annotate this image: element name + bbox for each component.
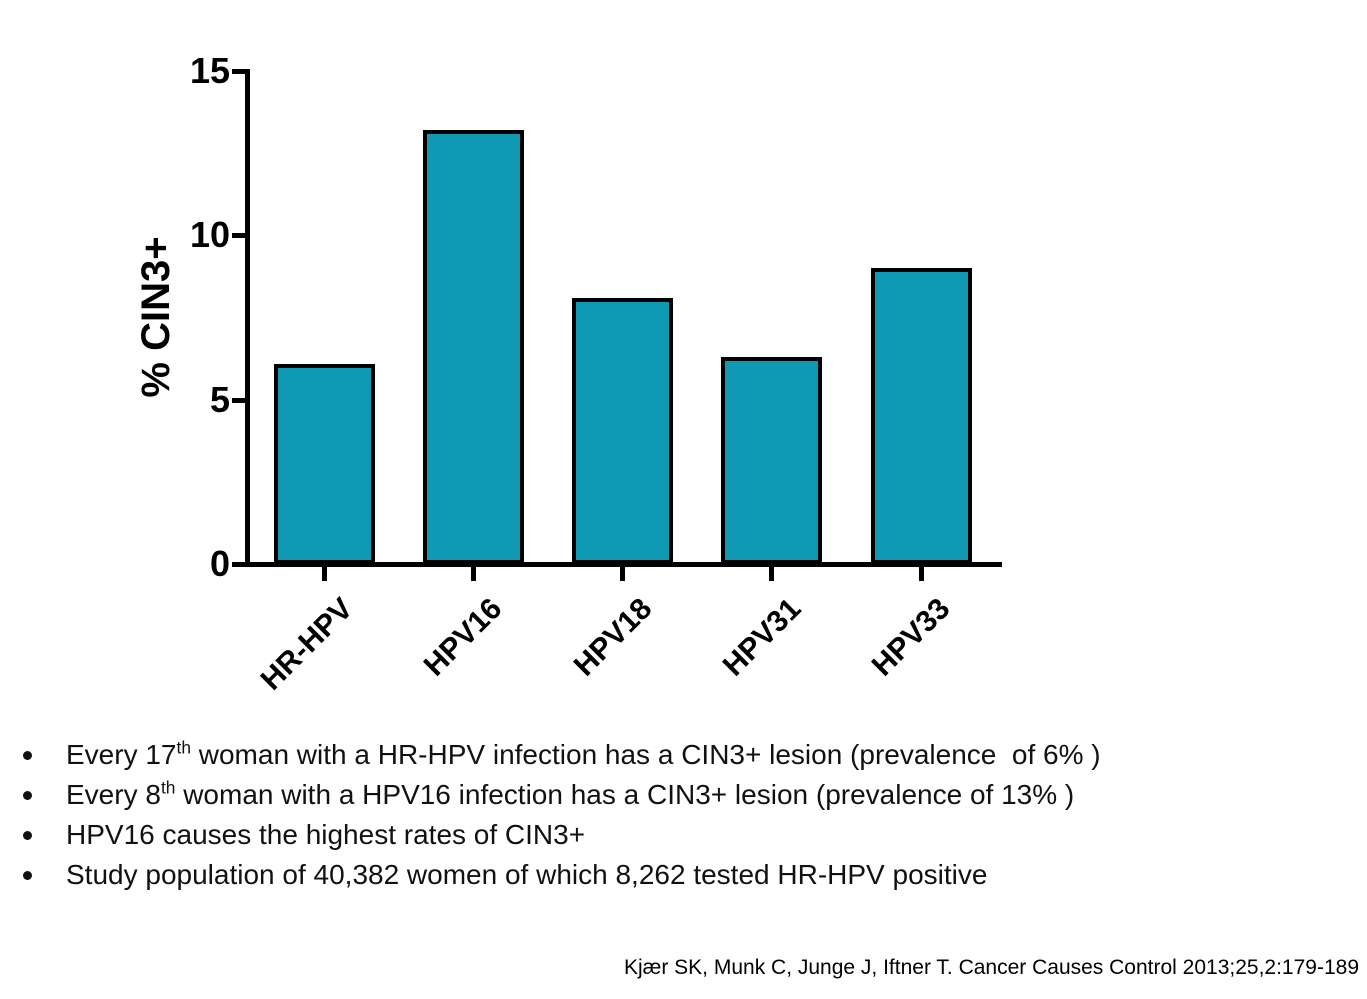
- x-axis-tick: [769, 567, 775, 581]
- bullet-list: Every 17th woman with a HR-HPV infection…: [20, 735, 1101, 895]
- bullet-superscript: th: [160, 777, 176, 798]
- bullet-text: HPV16 causes the highest rates of CIN3+: [66, 819, 585, 850]
- x-axis-tick: [470, 567, 476, 581]
- y-axis-tick: [232, 562, 248, 567]
- bullet-item: Study population of 40,382 women of whic…: [20, 855, 1101, 895]
- bullet-item: HPV16 causes the highest rates of CIN3+: [20, 815, 1101, 855]
- y-tick-label: 15: [189, 50, 230, 91]
- y-tick-label: 10: [189, 214, 230, 256]
- x-axis-tick: [321, 567, 327, 581]
- bullet-item: Every 8th woman with a HPV16 infection h…: [20, 775, 1101, 815]
- y-axis-line: [245, 69, 250, 567]
- bullet-text-segment: HPV16 causes the highest rates of CIN3+: [66, 819, 586, 850]
- bullet-dot: [23, 791, 32, 800]
- bar-HPV33: [870, 268, 972, 564]
- bullet-dot: [23, 751, 32, 760]
- bullet-item: Every 17th woman with a HR-HPV infection…: [20, 735, 1101, 775]
- bullet-text-segment: woman with a HPV16 infection has a CIN3+…: [175, 779, 1075, 810]
- bullet-text-segment: Every 8: [66, 779, 161, 810]
- y-tick-label: 0: [209, 543, 230, 584]
- bar-HR-HPV: [273, 363, 375, 564]
- bar-HPV18: [572, 297, 674, 564]
- y-axis-tick: [232, 233, 248, 239]
- x-axis-tick: [918, 567, 924, 581]
- bullet-text-segment: Every 17: [66, 739, 177, 770]
- y-axis-tick: [232, 397, 248, 403]
- bullet-dot: [23, 831, 32, 840]
- y-axis-tick: [232, 69, 248, 74]
- bar-HPV16: [422, 130, 524, 564]
- citation: Kjær SK, Munk C, Junge J, Iftner T. Canc…: [624, 956, 1359, 979]
- bar-HPV31: [721, 356, 823, 564]
- bullet-text: Study population of 40,382 women of whic…: [66, 859, 987, 890]
- bullet-text: Every 17th woman with a HR-HPV infection…: [66, 739, 1101, 770]
- x-axis-tick: [620, 567, 626, 581]
- y-tick-label: 5: [209, 378, 230, 420]
- bullet-text: Every 8th woman with a HPV16 infection h…: [66, 779, 1074, 810]
- bullet-text-segment: woman with a HR-HPV infection has a CIN3…: [190, 739, 1101, 770]
- bullet-superscript: th: [176, 737, 191, 758]
- bullet-text-segment: Study population of 40,382 women of whic…: [66, 859, 988, 890]
- bullet-dot: [23, 871, 32, 880]
- x-axis-line: [232, 562, 1002, 567]
